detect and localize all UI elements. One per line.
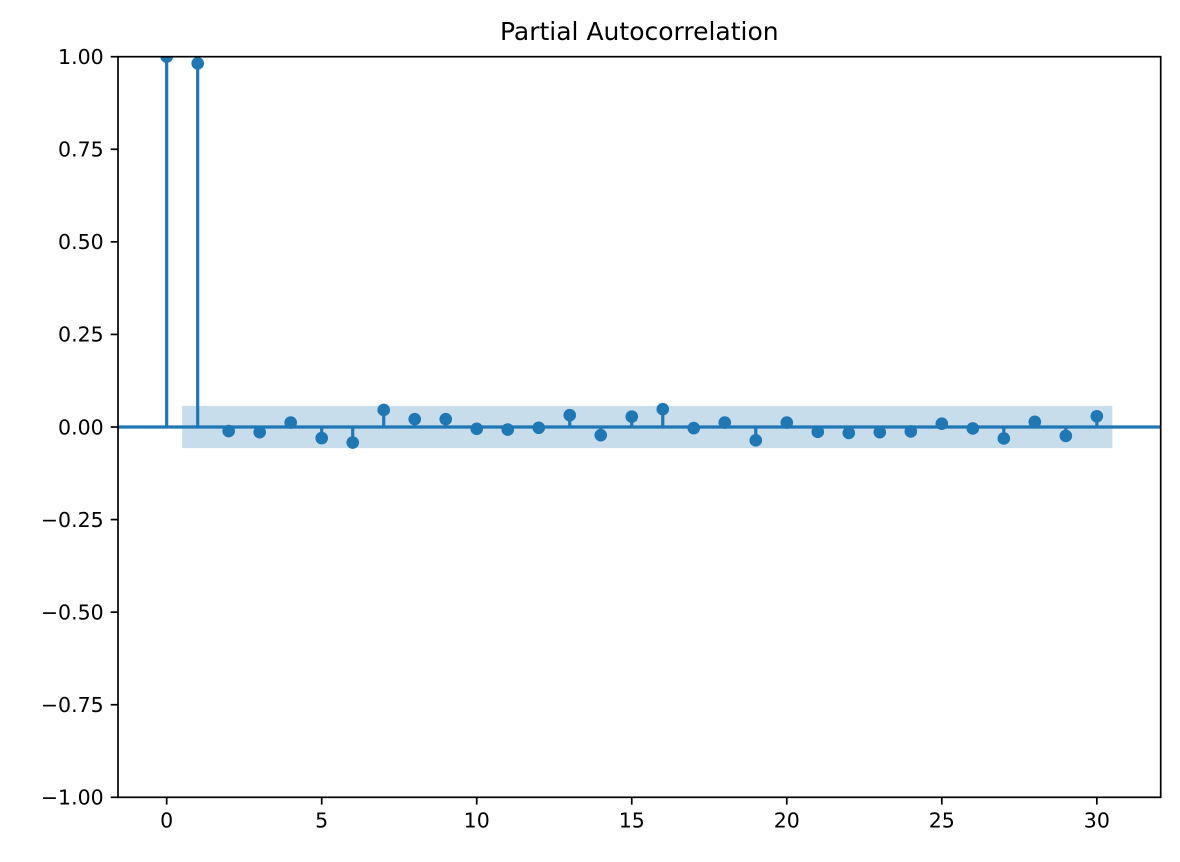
x-tick-label: 0 [160, 809, 173, 833]
stem-marker-lag-3 [253, 425, 266, 439]
x-tick-label: 25 [929, 809, 955, 833]
axes-tick-labels: 0 5 10 15 20 25 30 1.00 0.75 0.50 0.25 0.00 −0.25 −0.… [41, 45, 1110, 833]
stem-marker-lag-9 [439, 412, 453, 426]
stem-marker-lag-12 [532, 421, 546, 435]
stem-marker-lag-5 [315, 431, 329, 445]
stem-marker-lag-7 [377, 403, 391, 417]
x-tick-label: 30 [1084, 809, 1110, 833]
stem-marker-lag-24 [904, 425, 918, 438]
stem-marker-lag-14 [594, 428, 608, 442]
axes-ticks [110, 55, 1098, 805]
stem-marker-lag-13 [563, 408, 577, 422]
y-tick-label: 0.25 [58, 323, 104, 347]
y-tick-label: −0.25 [41, 508, 104, 532]
stem-marker-lag-18 [718, 416, 732, 429]
stem-marker-lag-21 [811, 425, 825, 439]
stem-marker-lag-26 [966, 422, 980, 435]
stems-layer [165, 56, 1099, 443]
y-tick-label: −0.75 [41, 693, 104, 717]
y-tick-label: −1.00 [41, 786, 104, 810]
stem-marker-lag-17 [687, 421, 701, 435]
x-tick-label: 5 [315, 809, 328, 833]
y-tick-label: 0.50 [58, 230, 104, 254]
y-tick-label: 0.00 [58, 415, 104, 439]
stem-marker-lag-15 [625, 410, 639, 423]
stem-marker-lag-6 [346, 436, 360, 449]
stem-marker-lag-1 [191, 57, 204, 70]
stem-marker-lag-4 [284, 416, 297, 429]
stem-marker-lag-19 [749, 434, 763, 447]
chart-title: Partial Autocorrelation [500, 17, 779, 46]
x-tick-label: 15 [619, 809, 645, 833]
stem-marker-lag-16 [656, 402, 670, 416]
y-tick-label: 1.00 [58, 45, 104, 69]
stem-marker-lag-20 [780, 416, 794, 429]
y-tick-label: −0.50 [41, 600, 104, 624]
y-tick-label: 0.75 [58, 138, 104, 162]
stem-marker-lag-0 [160, 56, 173, 63]
x-tick-label: 20 [774, 809, 800, 833]
stem-marker-lag-2 [222, 424, 235, 438]
stem-marker-lag-27 [997, 432, 1011, 445]
stem-marker-lag-29 [1059, 429, 1073, 443]
stem-marker-lag-11 [501, 423, 515, 436]
stem-marker-lag-22 [842, 426, 856, 440]
stem-marker-lag-8 [408, 412, 422, 426]
markers-layer [160, 56, 1104, 449]
stem-marker-lag-10 [470, 422, 484, 436]
stem-marker-lag-30 [1090, 409, 1104, 423]
stem-marker-lag-25 [935, 417, 949, 430]
stem-marker-lag-28 [1028, 415, 1042, 429]
x-tick-label: 10 [464, 809, 490, 833]
stem-marker-lag-23 [873, 425, 887, 439]
